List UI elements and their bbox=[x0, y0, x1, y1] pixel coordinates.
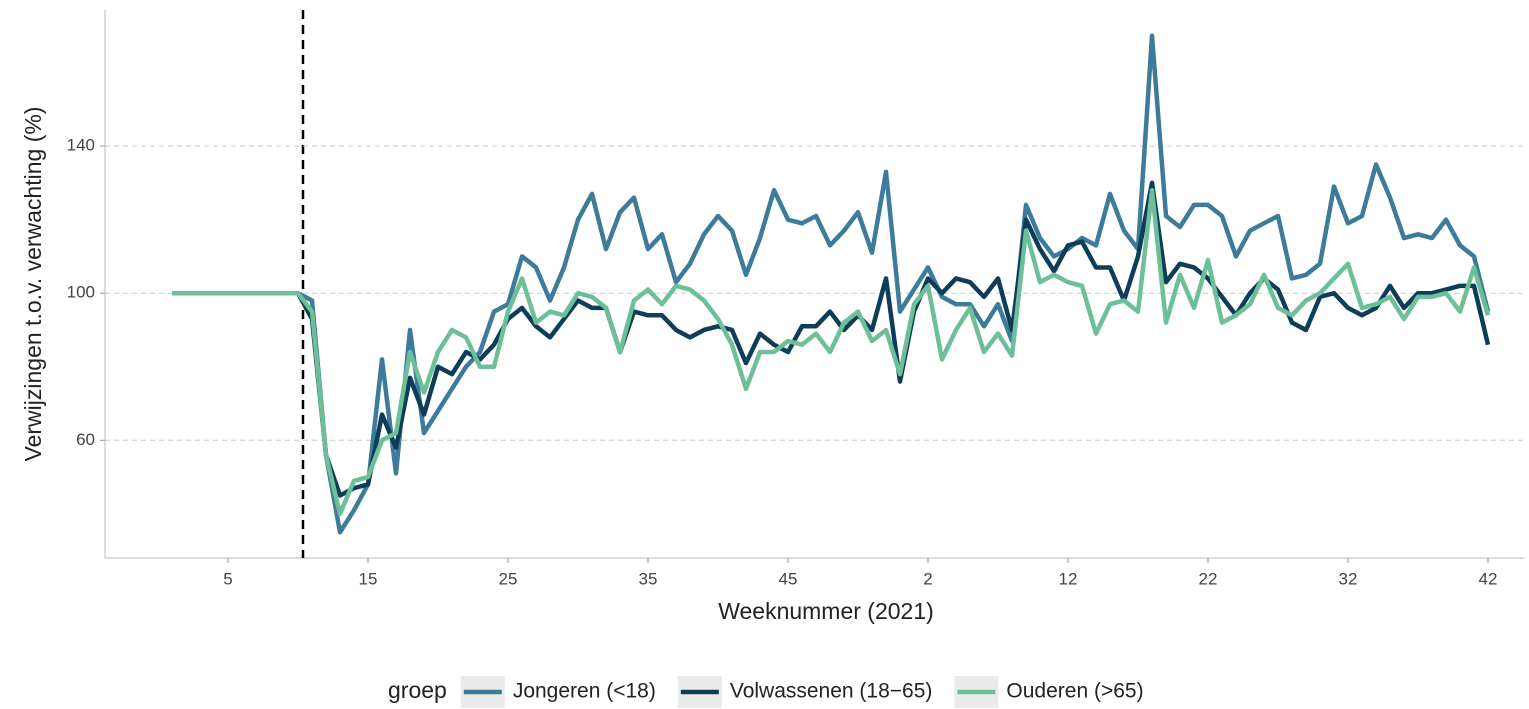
x-tick-label: 22 bbox=[1199, 569, 1218, 588]
legend-label: Volwassenen (18−65) bbox=[730, 680, 933, 703]
legend-label: Jongeren (<18) bbox=[513, 680, 656, 703]
series-line bbox=[172, 187, 1491, 517]
x-tick-label: 35 bbox=[639, 569, 658, 588]
legend-label: Ouderen (>65) bbox=[1006, 680, 1143, 703]
y-tick-label: 100 bbox=[67, 283, 95, 302]
x-tick-label: 12 bbox=[1059, 569, 1078, 588]
legend-title: groep bbox=[388, 677, 447, 703]
x-tick-label: 42 bbox=[1479, 569, 1498, 588]
y-tick-label: 140 bbox=[67, 136, 95, 155]
x-tick-label: 15 bbox=[359, 569, 378, 588]
series-line bbox=[172, 180, 1491, 498]
x-tick-label: 5 bbox=[223, 569, 232, 588]
x-tick-label: 25 bbox=[499, 569, 518, 588]
series-line bbox=[172, 33, 1491, 535]
x-tick-label: 45 bbox=[779, 569, 798, 588]
y-tick-label: 60 bbox=[76, 430, 95, 449]
x-tick-label: 2 bbox=[923, 569, 932, 588]
x-tick-label: 32 bbox=[1339, 569, 1358, 588]
y-axis-title: Verwijzingen t.o.v. verwachting (%) bbox=[20, 107, 46, 462]
x-axis-title: Weeknummer (2021) bbox=[718, 598, 934, 624]
